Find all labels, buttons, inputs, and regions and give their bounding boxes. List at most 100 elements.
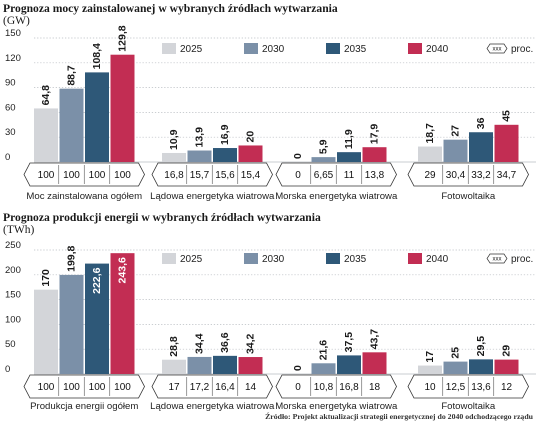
percent-value: 34,7 [497, 170, 517, 181]
percent-value: 13,8 [365, 170, 385, 181]
percent-value: 15,4 [241, 170, 261, 181]
bar [443, 361, 468, 374]
bar [85, 263, 109, 374]
percent-value: 30,4 [446, 170, 466, 181]
percent-value: 100 [38, 382, 55, 393]
data-label: 11,9 [343, 129, 355, 149]
legend-label: 2040 [426, 44, 449, 55]
data-label: 27 [450, 125, 462, 137]
data-label: 21,6 [318, 340, 330, 361]
percent-value: 12 [501, 382, 513, 393]
chart-panel-1: Prognoza mocy zainstalowanej w wybranych… [3, 2, 536, 202]
chart-panel-2: Prognoza produkcji energii w wybranych ź… [3, 211, 536, 412]
bar [213, 355, 237, 374]
bar [59, 274, 84, 374]
bar [187, 150, 212, 162]
percent-value: 10,8 [314, 382, 334, 393]
percent-value: 13,6 [471, 382, 491, 393]
bar [59, 88, 84, 162]
legend-swatch [408, 43, 422, 54]
legend-swatch [162, 43, 176, 54]
bar [337, 355, 361, 374]
y-tick-label: 0 [5, 152, 10, 163]
bar [162, 359, 186, 374]
bar [418, 146, 442, 162]
legend-label: 2025 [180, 254, 203, 265]
data-label: 45 [501, 110, 513, 122]
percent-value: 100 [89, 170, 106, 181]
data-label: 88,7 [66, 65, 78, 86]
category-label: Lądowa energetyka wiatrowa [150, 401, 275, 412]
data-label: 170 [40, 269, 52, 287]
data-label: 5,9 [318, 139, 330, 154]
data-label: 17,9 [369, 124, 381, 145]
bar [110, 253, 135, 374]
category-label: Morska energetyka wiatrowa [275, 191, 398, 202]
data-label: 10,9 [168, 129, 180, 150]
bar [34, 289, 58, 374]
category-label: Fotowoltaika [441, 191, 496, 202]
y-tick-label: 150 [5, 28, 21, 39]
legend-label: 2030 [262, 254, 285, 265]
category-label: Morska energetyka wiatrowa [275, 401, 398, 412]
data-label: 29 [501, 345, 513, 357]
y-tick-label: 30 [5, 127, 16, 138]
percent-value: 18 [369, 382, 381, 393]
data-label: 0 [292, 153, 304, 159]
data-label: 17 [424, 351, 436, 363]
category-label: Produkcja energii ogółem [30, 401, 138, 412]
data-label: 13,9 [194, 127, 206, 148]
data-label: 0 [292, 365, 304, 371]
percent-value: 15,6 [215, 170, 235, 181]
source-note: Źródło: Projekt aktualizacji strategii e… [265, 411, 534, 421]
chart-title: Prognoza produkcji energii w wybranych ź… [3, 211, 321, 224]
bar [110, 54, 135, 162]
data-label: 28,8 [168, 336, 180, 357]
data-label: 34,2 [245, 333, 257, 354]
data-label: 16,9 [219, 124, 231, 145]
bar [85, 72, 109, 162]
legend-label: 2035 [344, 254, 367, 265]
bar [311, 363, 336, 374]
bar [238, 145, 263, 162]
percent-value: 11 [344, 170, 355, 181]
percent-value: 0 [295, 382, 301, 393]
legend-label: 2040 [426, 254, 449, 265]
bar [443, 139, 468, 162]
percent-value: 100 [89, 382, 106, 393]
y-tick-label: 100 [5, 314, 21, 325]
category-label: Moc zainstalowana ogółem [26, 191, 142, 202]
legend-percent-label: proc. [511, 44, 533, 55]
data-label: 129,8 [117, 25, 129, 51]
legend-percent-symbol [486, 253, 508, 264]
data-label: 108,4 [91, 43, 103, 69]
legend-label: 2030 [262, 44, 285, 55]
bar [238, 357, 263, 374]
percent-value: 15,7 [190, 170, 210, 181]
bar [362, 352, 387, 374]
unit-label: (GW) [3, 15, 30, 27]
percent-value: 100 [63, 382, 80, 393]
percent-value: 0 [295, 170, 301, 181]
percent-value: 100 [114, 382, 131, 393]
bar [494, 124, 519, 162]
legend-percent-symbol-text: xxx [493, 257, 502, 263]
legend-percent-symbol-text: xxx [493, 47, 502, 53]
legend-swatch [326, 43, 340, 54]
data-label: 64,8 [40, 85, 52, 106]
percent-value: 16,4 [215, 382, 235, 393]
percent-value: 17,2 [190, 382, 210, 393]
bar [362, 147, 387, 162]
percent-value: 10 [424, 382, 436, 393]
legend-swatch [326, 253, 340, 264]
bar [469, 132, 493, 162]
legend-label: 2035 [344, 44, 367, 55]
percent-value: 29 [424, 170, 436, 181]
bar [418, 365, 442, 374]
legend-swatch [244, 43, 258, 54]
category-label: Fotowoltaika [441, 401, 496, 412]
data-label: 36 [475, 117, 487, 129]
bar [187, 356, 212, 374]
percent-value: 17 [168, 382, 180, 393]
